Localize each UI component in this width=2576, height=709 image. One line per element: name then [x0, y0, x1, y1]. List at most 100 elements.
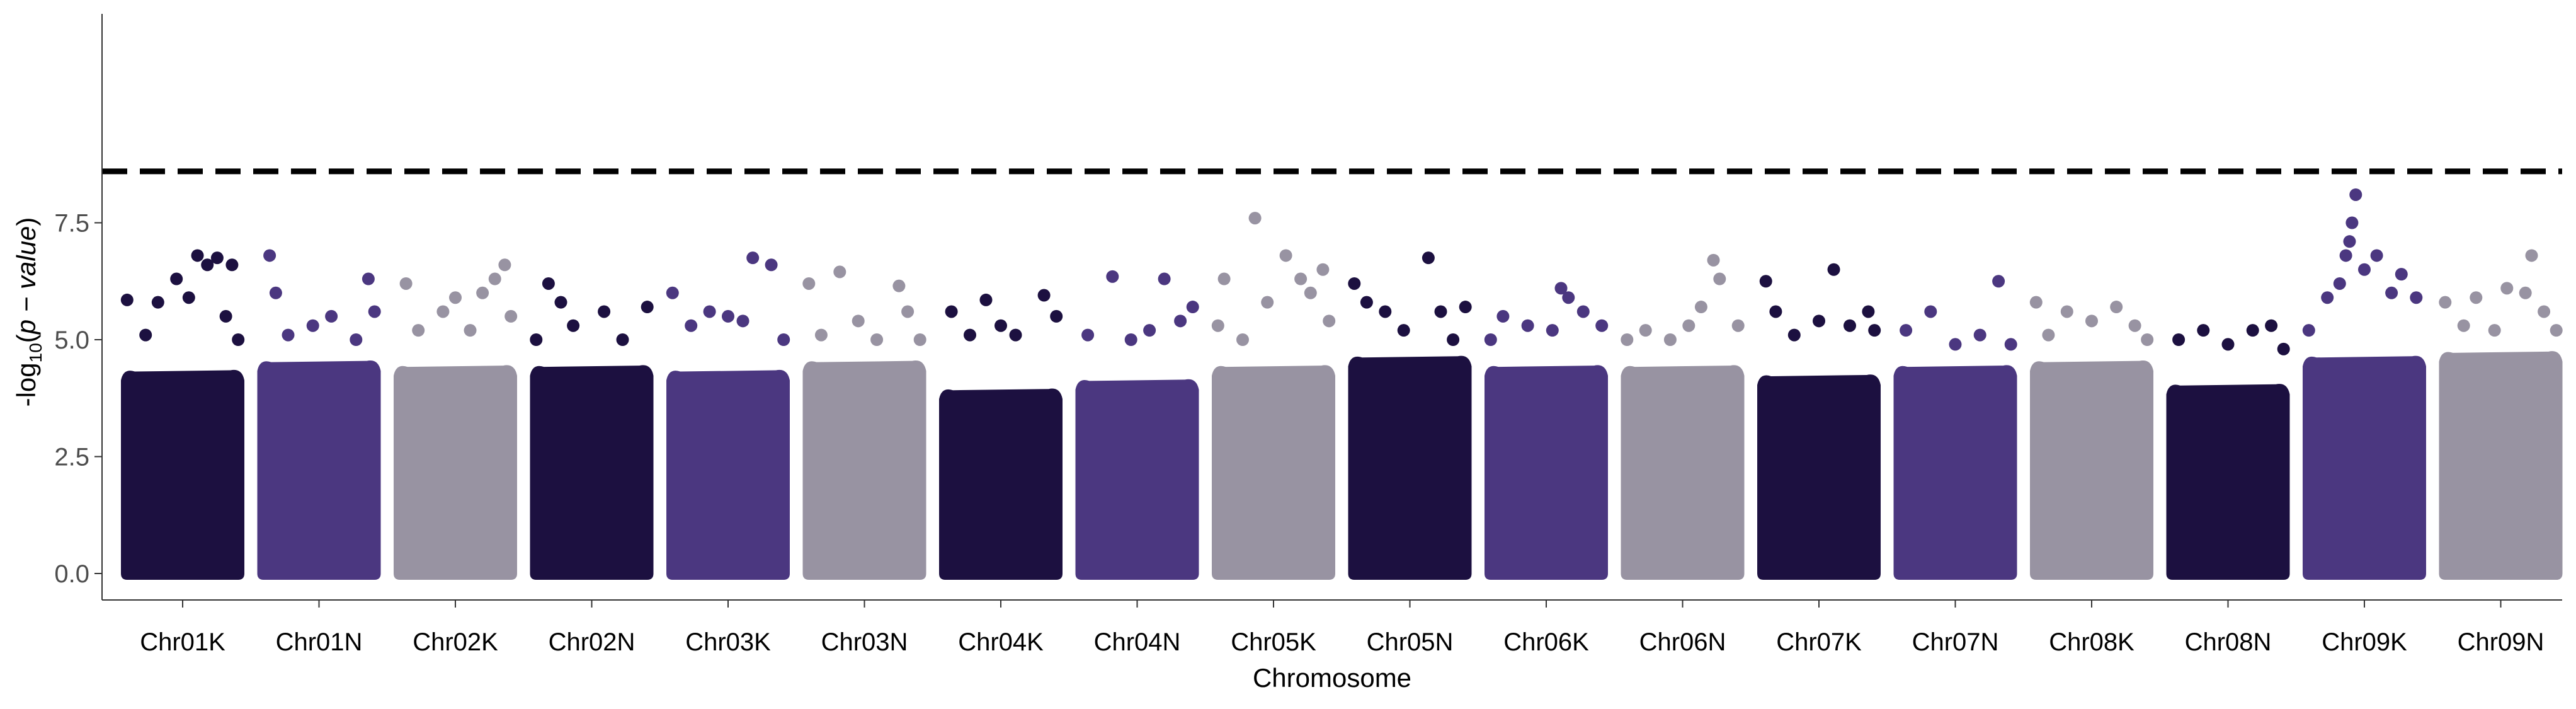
data-point [1554, 282, 1568, 295]
data-point [1973, 328, 1986, 342]
data-point [1323, 314, 1336, 328]
data-point [464, 324, 477, 337]
data-point [2457, 319, 2470, 332]
data-point [530, 333, 543, 346]
data-point [449, 291, 462, 304]
data-point [1106, 270, 1119, 283]
chromosome-band-Chr05K [1212, 365, 1335, 580]
chromosome-band-Chr08K [2030, 360, 2153, 580]
data-point [2246, 324, 2259, 337]
data-point [2197, 324, 2210, 337]
data-point [542, 277, 555, 290]
data-point [1639, 324, 1652, 337]
data-point [2488, 324, 2501, 337]
x-tick-label: Chr08K [2049, 628, 2134, 656]
data-point [964, 328, 976, 342]
data-point [802, 277, 816, 290]
data-point [1397, 324, 1410, 337]
data-point [2277, 342, 2290, 355]
data-point [685, 319, 698, 332]
data-point [2538, 305, 2551, 318]
peak-points [120, 188, 2563, 355]
x-tick-label: Chr01K [140, 628, 225, 656]
data-point [2395, 268, 2408, 281]
data-point [814, 328, 828, 342]
data-point [554, 296, 567, 309]
data-point [2333, 277, 2346, 290]
data-point [2172, 333, 2186, 346]
data-point [666, 286, 679, 299]
data-point [1124, 333, 1137, 346]
data-point [994, 319, 1007, 332]
data-point [1294, 272, 1308, 285]
x-tick-label: Chr07K [1776, 628, 1862, 656]
data-point [191, 249, 204, 262]
x-tick-label: Chr05K [1231, 628, 1316, 656]
data-point [1663, 333, 1677, 346]
data-point [1447, 333, 1460, 346]
data-point [870, 333, 884, 346]
x-tick-label: Chr06N [1639, 628, 1726, 656]
data-point [2550, 324, 2563, 337]
data-point [399, 277, 413, 290]
data-point [2339, 249, 2352, 262]
data-point [1731, 319, 1745, 332]
x-axis-title: Chromosome [1253, 663, 1411, 693]
data-point [368, 305, 381, 318]
data-point [598, 305, 611, 318]
data-point [1546, 324, 1559, 337]
data-point [1248, 212, 1262, 225]
data-point [2029, 296, 2043, 309]
data-point [2110, 301, 2123, 314]
data-point [1261, 296, 1274, 309]
data-point [2042, 328, 2055, 342]
data-point [1304, 286, 1317, 299]
y-tick-label: 7.5 [54, 210, 89, 238]
data-point [170, 272, 183, 285]
data-point [1707, 253, 1720, 267]
data-point [2519, 286, 2532, 299]
chromosome-band-Chr09N [2439, 351, 2563, 580]
chromosome-band-Chr09K [2303, 355, 2426, 580]
data-point [362, 272, 375, 285]
data-point [1621, 333, 1634, 346]
data-point [1236, 333, 1249, 346]
data-point [504, 309, 518, 323]
y-axis-title-subscript: 10 [26, 343, 45, 362]
data-point [2345, 216, 2359, 229]
data-point [1174, 314, 1187, 328]
chromosome-band-Chr07N [1893, 365, 2017, 580]
data-point [1422, 251, 1435, 265]
data-point [2500, 282, 2514, 295]
data-point [833, 265, 846, 279]
chromosome-band-Chr02K [394, 365, 517, 580]
chromosome-band-Chr06N [1621, 365, 1745, 580]
chromosome-band-Chr05N [1348, 355, 1472, 580]
data-point [1949, 338, 1962, 351]
data-point [641, 301, 654, 314]
data-point [488, 272, 501, 285]
chromosome-band-Chr08N [2166, 384, 2290, 580]
data-point [2060, 305, 2073, 318]
data-point [151, 296, 164, 309]
data-point [139, 328, 152, 342]
data-point [498, 258, 511, 272]
data-point [1158, 272, 1171, 285]
x-tick-label: Chr04K [958, 628, 1044, 656]
data-point [1217, 272, 1231, 285]
data-point [2141, 333, 2154, 346]
data-point [1682, 319, 1695, 332]
data-point [1050, 309, 1063, 323]
data-point [306, 319, 319, 332]
data-point [2385, 286, 2398, 299]
data-point [1316, 263, 1330, 276]
y-axis-title-prefix: -log [11, 362, 41, 406]
data-point [852, 314, 865, 328]
x-tick-label: Chr04N [1094, 628, 1181, 656]
data-point [2358, 263, 2371, 276]
data-point [1924, 305, 1937, 318]
data-point [722, 309, 734, 323]
data-point [1009, 328, 1022, 342]
chromosome-band-Chr03N [802, 360, 926, 580]
data-point [2004, 338, 2017, 351]
